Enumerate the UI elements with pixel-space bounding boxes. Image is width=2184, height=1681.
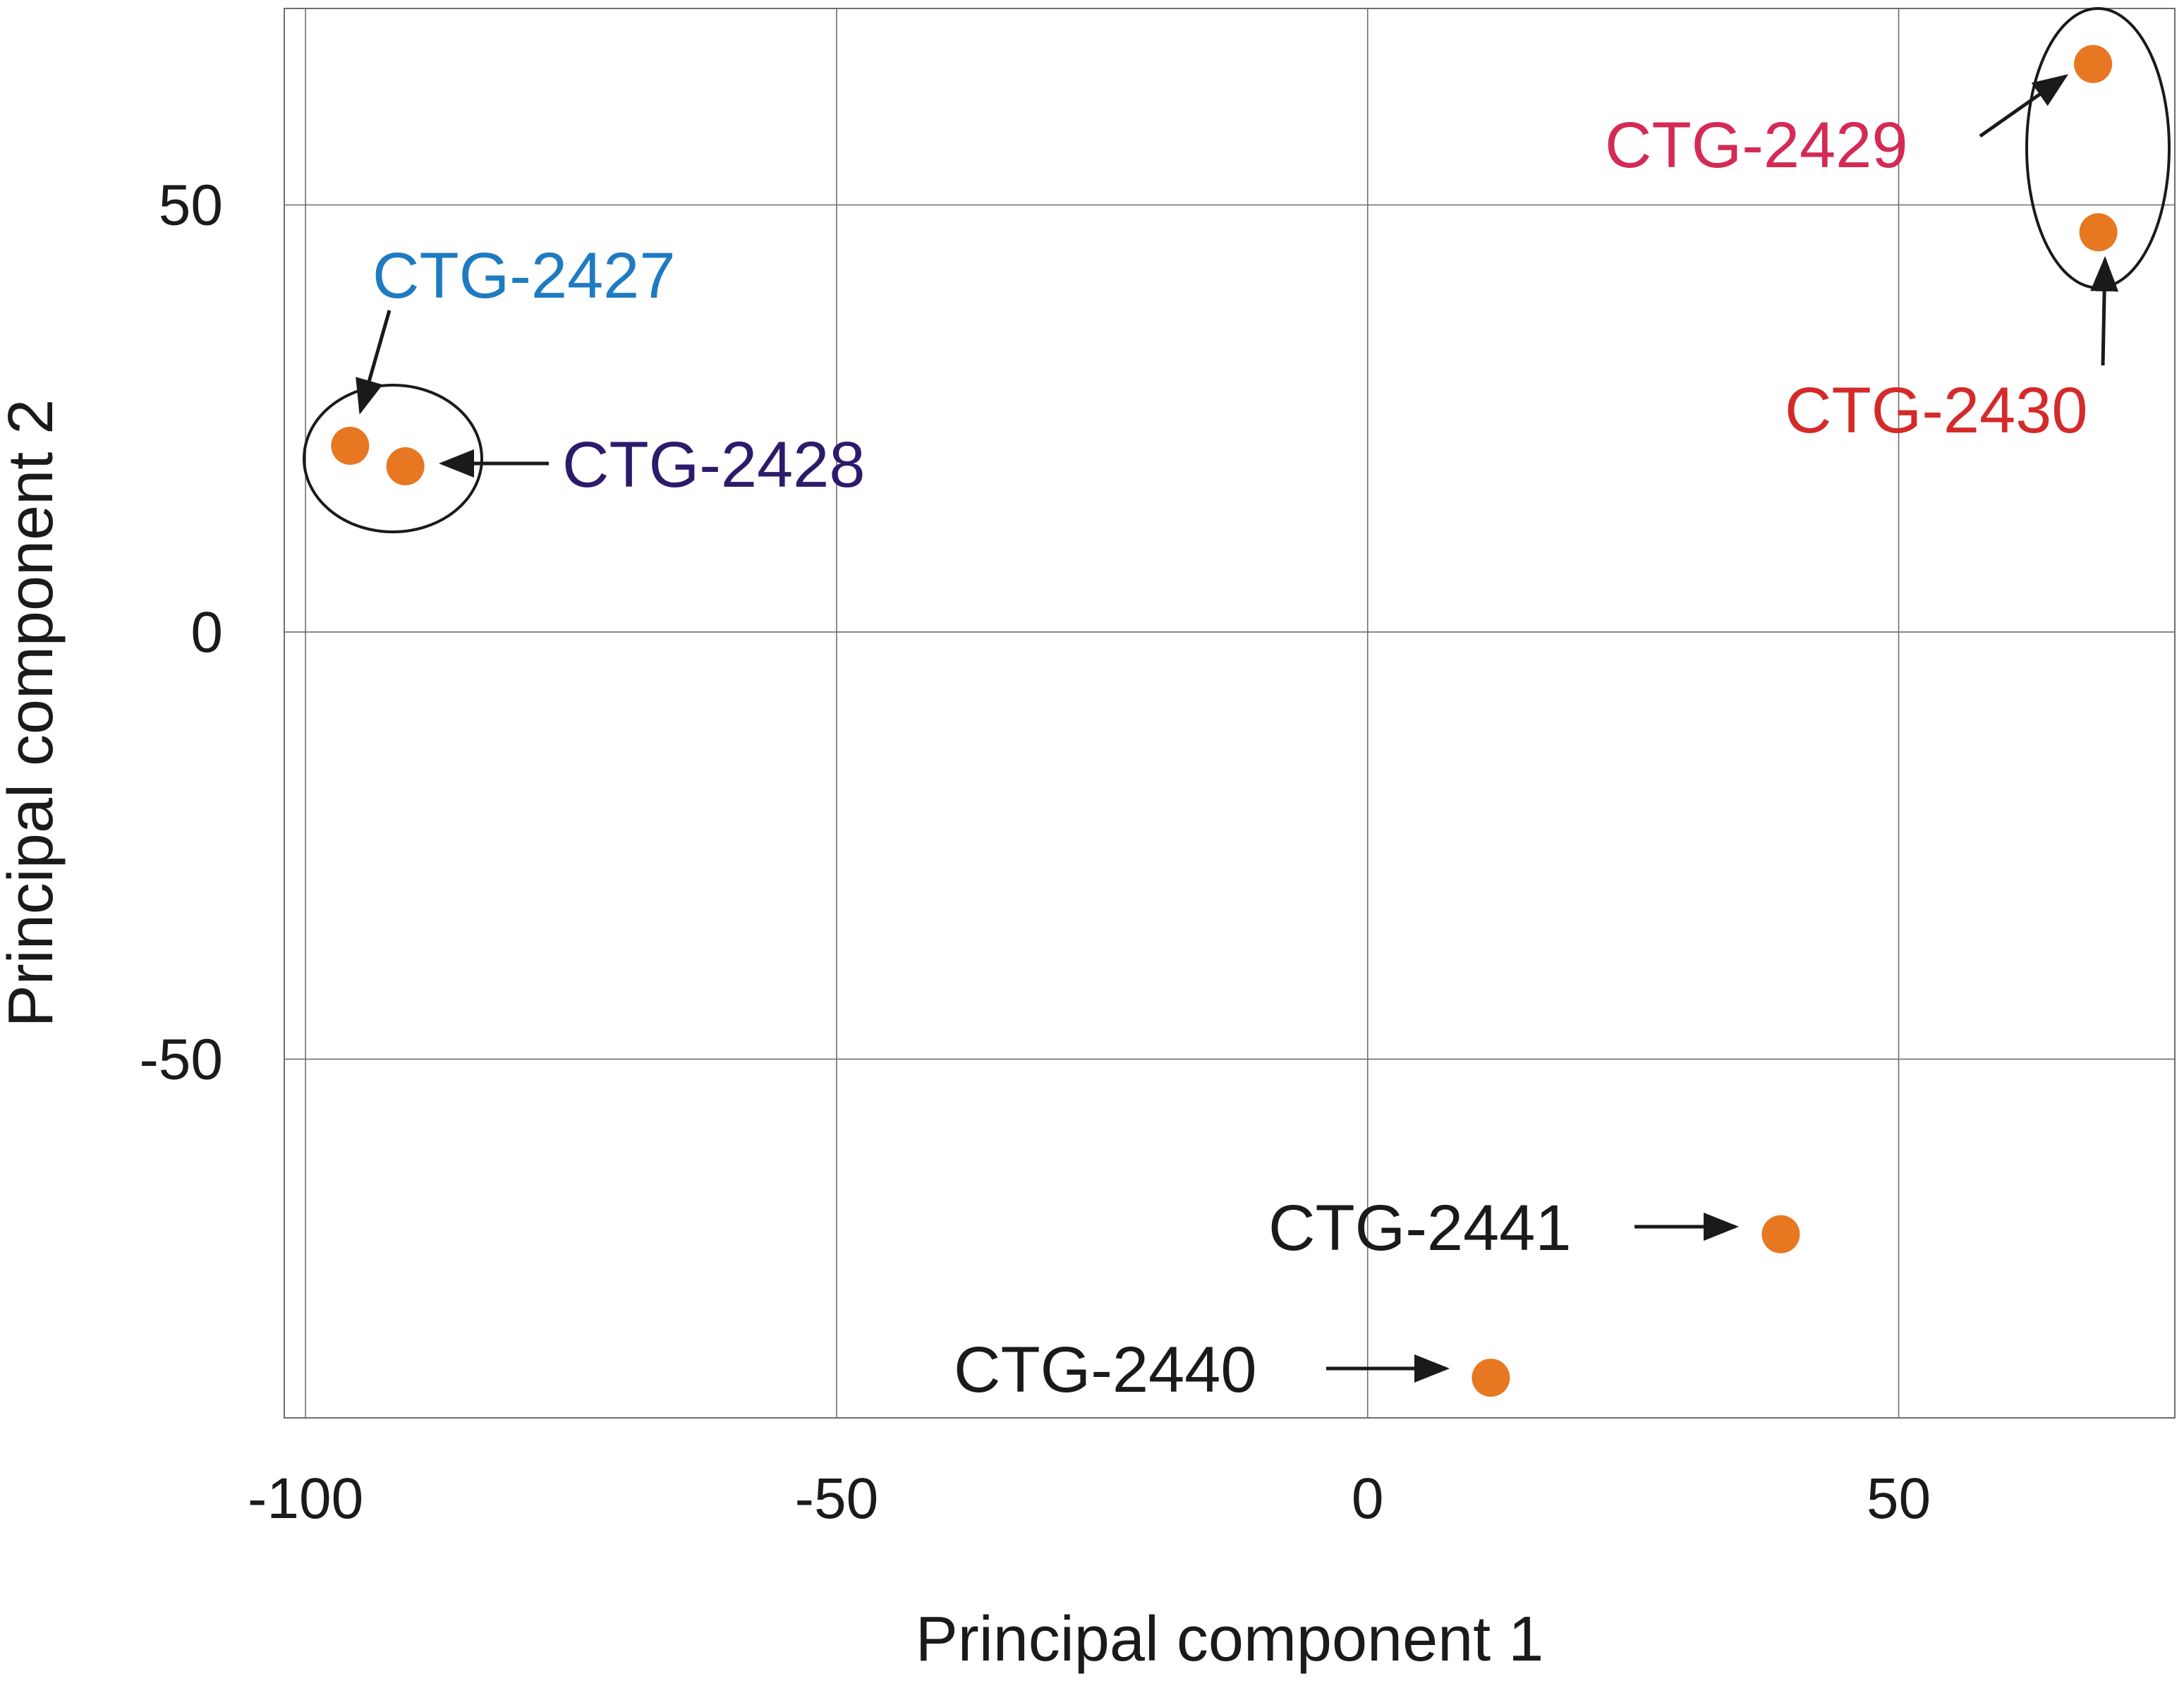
y-tick-label: 50 [159,174,223,238]
label-ctg-2440: CTG-2440 [954,1334,1257,1406]
x-tick-label: -100 [248,1467,363,1531]
data-point-ctg-2441 [1761,1215,1800,1254]
data-points [331,44,2118,1397]
x-tick-label: 50 [1867,1467,1931,1531]
tick-labels: -100 -50 0 50 -50 0 50 [139,174,1931,1531]
x-tick-label: -50 [795,1467,879,1531]
label-ctg-2427: CTG-2427 [372,240,676,312]
label-ctg-2429: CTG-2429 [1605,109,1908,181]
arrow-ctg-2427 [356,310,392,415]
cluster-ellipse-left [303,384,483,533]
arrow-ctg-2430 [2090,256,2119,366]
label-ctg-2428: CTG-2428 [562,429,866,501]
y-tick-label: 0 [190,600,223,664]
x-axis-title: Principal component 1 [916,1604,1544,1675]
point-labels: CTG-2427 CTG-2428 CTG-2429 CTG-2430 CTG-… [372,109,2088,1406]
grid-lines [284,8,2175,1418]
label-arrows [356,74,2119,1383]
y-axis-title: Principal component 2 [0,399,66,1028]
arrow-ctg-2429 [1979,74,2069,138]
y-tick-label: -50 [139,1027,223,1091]
plot-frame [284,8,2176,1419]
data-point-ctg-2430 [2079,213,2118,252]
data-point-ctg-2440 [1472,1359,1510,1397]
x-tick-label: 0 [1352,1467,1384,1531]
label-ctg-2441: CTG-2441 [1268,1192,1572,1264]
data-point-ctg-2428 [386,447,425,486]
data-point-ctg-2429 [2074,44,2113,83]
label-ctg-2430: CTG-2430 [1785,375,2088,447]
data-point-ctg-2427 [331,426,370,465]
